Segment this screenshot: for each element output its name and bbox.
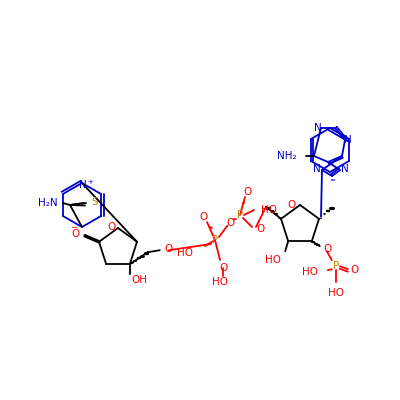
Text: H₂N: H₂N [38,198,58,208]
Text: N: N [313,164,321,174]
Text: O: O [324,244,332,254]
Text: HO: HO [265,255,281,265]
Text: O: O [107,222,115,232]
Text: O: O [256,224,264,234]
Text: P: P [212,235,218,245]
Text: HO: HO [261,205,277,215]
Text: =: = [329,177,335,183]
Text: O: O [351,265,359,275]
Text: −: − [70,223,77,232]
Text: S: S [91,197,98,207]
Text: O: O [243,187,251,197]
Text: O: O [226,218,235,228]
Text: O: O [199,212,207,222]
Text: HO: HO [212,277,228,287]
Text: HO: HO [328,288,344,298]
Text: O: O [165,244,173,254]
Text: NH₂: NH₂ [277,151,297,161]
Text: HO: HO [177,248,193,258]
Text: P: P [237,210,243,220]
Text: OH: OH [132,275,148,285]
Text: N: N [79,180,87,190]
Text: O: O [288,200,296,210]
Text: N: N [341,164,349,174]
Text: O: O [219,263,227,273]
Text: HO: HO [302,267,318,277]
Text: N: N [344,135,352,145]
Text: P: P [333,261,339,271]
Text: N: N [314,123,322,133]
Text: +: + [88,179,93,185]
Text: O: O [71,229,79,239]
